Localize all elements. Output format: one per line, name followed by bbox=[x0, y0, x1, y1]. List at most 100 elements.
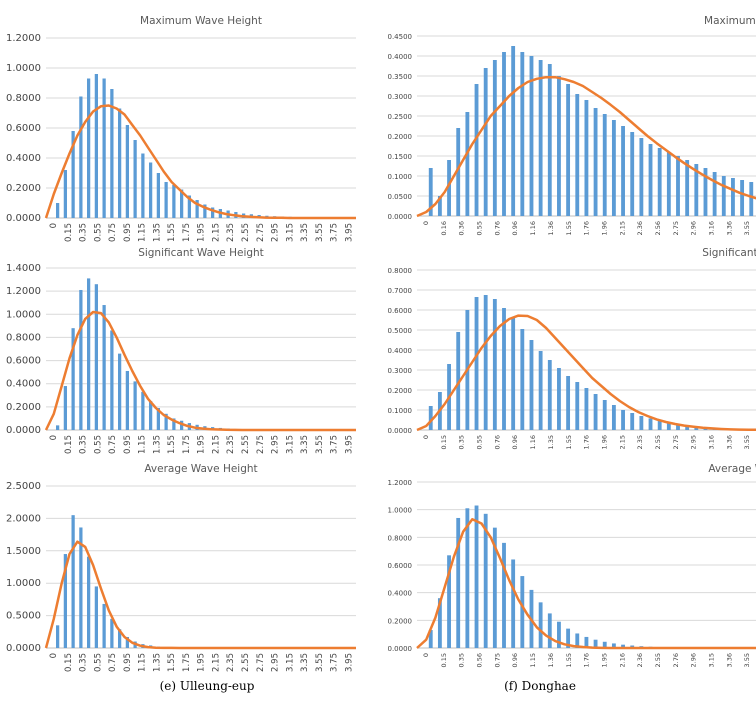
x-tick-label: 1.76 bbox=[583, 435, 591, 449]
bar bbox=[156, 173, 161, 218]
bar bbox=[94, 284, 99, 430]
x-tick-label: 2.35 bbox=[226, 223, 236, 242]
bar bbox=[474, 505, 479, 648]
bar bbox=[575, 382, 580, 430]
x-tick-label: 1.36 bbox=[547, 221, 555, 235]
bar bbox=[125, 636, 130, 648]
x-tick-label: 0.56 bbox=[476, 653, 484, 667]
y-tick-label: 1.0000 bbox=[6, 63, 41, 74]
x-tick-label: 3.75 bbox=[330, 435, 340, 454]
bar bbox=[621, 644, 625, 648]
y-tick-label: 0.0000 bbox=[6, 425, 41, 436]
x-tick-label: 3.16 bbox=[708, 221, 716, 235]
bar bbox=[557, 368, 561, 430]
bar bbox=[71, 131, 75, 218]
bar bbox=[117, 108, 122, 218]
x-tick-label: 2.75 bbox=[672, 435, 680, 449]
fitted-curve bbox=[416, 314, 756, 432]
bar bbox=[611, 405, 616, 430]
bar bbox=[676, 156, 680, 216]
x-tick-label: 2.96 bbox=[690, 653, 698, 667]
x-tick-label: 0.95 bbox=[123, 653, 133, 672]
x-tick-label: 2.55 bbox=[241, 653, 251, 672]
y-tick-label: 1.2000 bbox=[388, 479, 413, 487]
bar bbox=[141, 153, 145, 218]
x-tick-label: 2.75 bbox=[256, 435, 266, 454]
y-tick-label: 1.0000 bbox=[6, 309, 41, 320]
x-tick-label: 0.75 bbox=[108, 653, 118, 672]
x-tick-label: 1.55 bbox=[565, 221, 573, 235]
x-tick-label: 1.75 bbox=[182, 223, 192, 242]
x-tick-label: 3.55 bbox=[743, 221, 751, 235]
bar bbox=[602, 114, 607, 216]
bar bbox=[148, 401, 153, 430]
y-tick-label: 0.2000 bbox=[388, 387, 413, 395]
x-tick-label: 0.15 bbox=[64, 223, 74, 242]
x-tick-label: 1.96 bbox=[600, 221, 608, 235]
bar bbox=[94, 586, 99, 648]
bar bbox=[102, 603, 106, 648]
bar bbox=[437, 196, 442, 216]
bar bbox=[117, 629, 122, 648]
chart-ul-sig: Significant Wave Height 0.0000 0.2000 0.400… bbox=[6, 247, 356, 454]
x-tick-label: 1.16 bbox=[529, 435, 537, 449]
bar bbox=[447, 160, 451, 216]
x-tick-label: 0.76 bbox=[493, 435, 501, 449]
x-tick-label: 1.36 bbox=[547, 653, 555, 667]
x-tick-label: 2.36 bbox=[636, 221, 644, 235]
x-tick-label: 1.95 bbox=[197, 223, 207, 242]
bar bbox=[125, 125, 130, 218]
y-tick-label: 0.6000 bbox=[388, 562, 413, 570]
bar bbox=[86, 278, 91, 430]
bar bbox=[584, 100, 589, 216]
y-tick-label: 0.6000 bbox=[6, 123, 41, 134]
fitted-curve bbox=[44, 540, 356, 650]
bar bbox=[502, 308, 506, 430]
y-tick-label: 2.5000 bbox=[6, 481, 41, 492]
bar bbox=[447, 555, 451, 648]
bar bbox=[712, 172, 717, 216]
x-tick-label: 0.35 bbox=[79, 435, 89, 454]
bar bbox=[511, 46, 516, 216]
y-tick-label: 0.2000 bbox=[6, 183, 41, 194]
x-tick-label: 1.15 bbox=[138, 435, 148, 454]
bar bbox=[566, 376, 571, 430]
x-tick-label: 1.35 bbox=[152, 653, 162, 672]
x-tick-label: 1.55 bbox=[167, 223, 177, 242]
x-tick-label: 0.15 bbox=[64, 435, 74, 454]
y-tick-label: 0.0000 bbox=[6, 643, 41, 654]
fitted-curve bbox=[416, 518, 756, 650]
x-tick-label: 0.96 bbox=[511, 221, 519, 235]
bar bbox=[156, 408, 161, 430]
y-tick-label: 0.8000 bbox=[6, 332, 41, 343]
bar bbox=[179, 420, 184, 430]
x-tick-label: 2.35 bbox=[226, 435, 236, 454]
bar bbox=[547, 64, 552, 216]
bar bbox=[575, 633, 580, 648]
x-tick-label: 1.35 bbox=[152, 223, 162, 242]
bar bbox=[630, 413, 635, 430]
x-tick-label: 2.76 bbox=[672, 653, 680, 667]
bar bbox=[666, 422, 671, 430]
bar bbox=[621, 410, 625, 430]
chart-dh-sig: Significant Wave Height 0.0000 0.1000 0.200… bbox=[388, 247, 756, 449]
x-tick-label: 1.55 bbox=[167, 435, 177, 454]
x-tick-label: 3.55 bbox=[743, 435, 751, 449]
bar bbox=[456, 517, 461, 648]
bar bbox=[511, 559, 516, 648]
bar bbox=[483, 513, 488, 648]
y-tick-label: 0.2000 bbox=[388, 617, 413, 625]
bar bbox=[584, 388, 589, 430]
bar bbox=[547, 613, 552, 648]
x-tick-label: 2.55 bbox=[241, 223, 251, 242]
bar bbox=[79, 527, 83, 648]
x-tick-label: 0.35 bbox=[458, 653, 466, 667]
fitted-curve bbox=[44, 104, 356, 220]
chart-title: Average Wave Height bbox=[144, 463, 257, 475]
bar bbox=[437, 598, 442, 648]
x-tick-label: 1.96 bbox=[600, 435, 608, 449]
bar bbox=[71, 328, 75, 430]
bar bbox=[557, 76, 561, 216]
y-tick-label: 0.3000 bbox=[388, 93, 413, 101]
chart-dh-avg: Average Wave Height 0.0000 0.2000 0.4000 0.6… bbox=[388, 463, 756, 667]
